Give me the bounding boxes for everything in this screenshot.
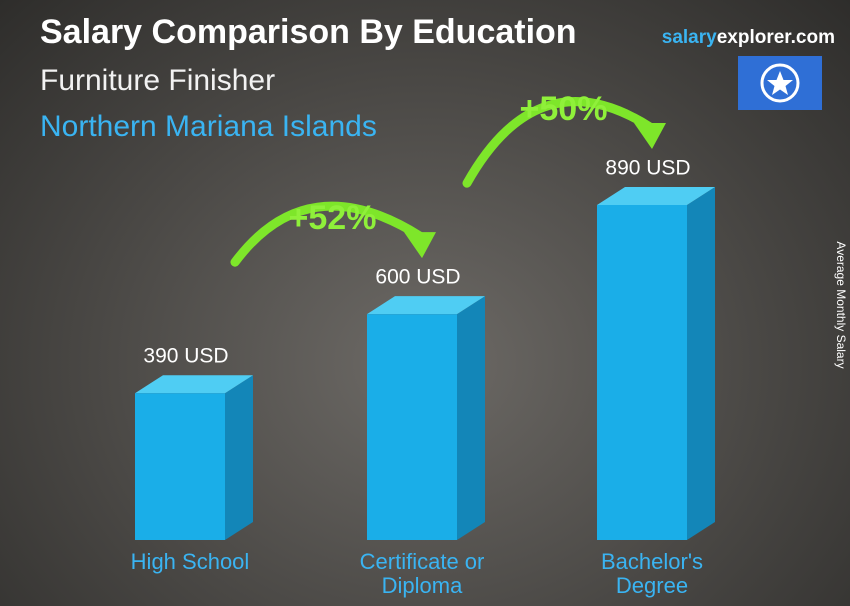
bar (135, 393, 225, 540)
value-label: 600 USD (375, 266, 460, 289)
value-label: 390 USD (143, 345, 228, 368)
y-axis-label: Average Monthly Salary (834, 241, 848, 368)
brand: salaryexplorer.com (662, 27, 835, 48)
bar-side (457, 296, 485, 540)
annotation: +52% (289, 199, 377, 237)
arrow-head (404, 232, 436, 259)
bar (367, 314, 457, 540)
arrow (462, 97, 655, 188)
brand-part: explorer.com (717, 27, 835, 48)
bar (597, 205, 687, 540)
value-label: 890 USD (605, 157, 690, 180)
bar-side (225, 375, 253, 540)
x-tick-label: Bachelor's Degree (600, 549, 704, 598)
x-tick-label: High School (130, 549, 250, 574)
bar-side (687, 187, 715, 540)
arrow-head (634, 123, 666, 149)
brand-part: salary (662, 27, 717, 48)
flag (738, 56, 822, 110)
annotation: +50% (520, 90, 608, 128)
title: Salary Comparison By Education (40, 13, 577, 51)
bar-top (597, 187, 715, 205)
arrow (230, 201, 425, 267)
bar-top (367, 296, 485, 315)
bar-top (135, 375, 253, 394)
subtitle: Furniture Finisher (40, 64, 275, 97)
x-tick-label: Certificate or Diploma (359, 549, 485, 598)
location: Northern Mariana Islands (40, 110, 377, 143)
